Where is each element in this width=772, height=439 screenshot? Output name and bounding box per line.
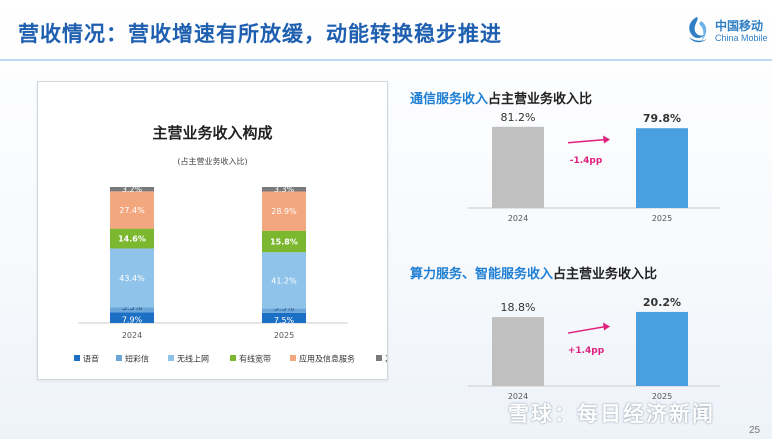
logo-text-cn: 中国移动	[715, 19, 764, 33]
legend-swatch	[376, 355, 382, 361]
revenue-composition-panel: 主营业务收入构成 (占主营业务收入比) 7.9%3.5%43.4%14.6%27…	[37, 81, 388, 380]
change-label: -1.4pp	[570, 156, 603, 166]
bar-segment	[262, 252, 306, 309]
telecom-share-title-rest: 占主营业务收入比	[488, 92, 593, 107]
legend-label: 无线上网	[177, 354, 209, 364]
bar	[636, 311, 688, 386]
legend-label: 短彩信	[125, 354, 149, 364]
legend-label: 有线宽带	[239, 354, 271, 364]
bar-segment	[110, 187, 154, 192]
bar-data-label: 14.6%	[118, 235, 146, 244]
compute-share-chart: 18.8% 2024 20.2% 2025 +1.4pp	[468, 296, 720, 401]
bar-data-label: 41.2%	[271, 276, 297, 285]
bar-segment	[262, 308, 306, 313]
bar-data-label: 20.2%	[643, 296, 681, 309]
bar-data-label: 3.2%	[122, 185, 143, 194]
change-arrow-shaft	[567, 325, 607, 334]
legend-label: 其他	[385, 354, 387, 364]
page-number: 25	[749, 425, 761, 436]
x-tick-label: 2025	[274, 331, 294, 340]
bar-segment	[262, 312, 306, 323]
china-mobile-logo: 中国移动 China Mobile	[683, 15, 768, 49]
bar-segment	[110, 307, 154, 313]
china-mobile-logo-icon	[689, 17, 707, 43]
change-arrow-shaft	[567, 138, 607, 144]
bar	[492, 126, 544, 208]
compute-share-title-rest: 占主营业务收入比	[553, 267, 658, 282]
x-tick-label: 2025	[652, 214, 672, 223]
bar	[636, 128, 688, 208]
bar-data-label: 18.8%	[501, 301, 536, 314]
telecom-share-chart: 81.2% 2024 79.8% 2025 -1.4pp	[468, 112, 720, 223]
bar-data-label: 15.8%	[270, 238, 298, 247]
x-tick-label: 2024	[508, 392, 528, 401]
x-tick-label: 2024	[508, 214, 528, 223]
bar-segment	[110, 248, 154, 308]
bar-segment	[110, 191, 154, 229]
bar-segment	[110, 228, 154, 249]
telecom-share-title-highlight: 通信服务收入	[410, 92, 489, 107]
compute-share-title: 算力服务、智能服务收入占主营业务收入比	[410, 263, 657, 282]
legend-label: 应用及信息服务	[299, 354, 355, 364]
legend-swatch	[230, 355, 236, 361]
bar-data-label: 81.2%	[501, 112, 536, 124]
bar-data-label: 28.9%	[271, 207, 297, 216]
change-arrow-head	[603, 322, 610, 331]
x-tick-label: 2025	[652, 392, 672, 401]
bar	[492, 317, 544, 386]
stacked-chart-title: 主营业务收入构成	[152, 124, 273, 142]
stacked-chart-subtitle: (占主营业务收入比)	[177, 157, 248, 166]
legend-swatch	[116, 355, 122, 361]
header-divider	[0, 59, 772, 61]
legend-label: 语音	[83, 354, 99, 364]
bar-data-label: 79.8%	[643, 112, 681, 125]
logo-text-en: China Mobile	[715, 33, 768, 43]
telecom-share-title: 通信服务收入占主营业务收入比	[410, 88, 592, 107]
change-arrow-head	[603, 135, 610, 144]
bar-segment	[262, 230, 306, 253]
bar-data-label: 7.9%	[122, 316, 143, 325]
stacked-bar-chart: 7.9%3.5%43.4%14.6%27.4%3.2%20247.5%3.3%4…	[74, 185, 387, 364]
legend-swatch	[74, 355, 80, 361]
bar-segment	[262, 187, 306, 192]
legend-swatch	[290, 355, 296, 361]
bar-data-label: 3.3%	[274, 185, 295, 194]
bar-data-label: 43.4%	[119, 274, 145, 283]
bar-data-label: 27.4%	[119, 206, 145, 215]
change-label: +1.4pp	[568, 346, 605, 356]
bar-data-label: 7.5%	[274, 316, 295, 325]
watermark: 雪球：每日经济新闻	[508, 402, 715, 426]
bar-segment	[110, 312, 154, 323]
bar-segment	[262, 191, 306, 231]
legend-swatch	[168, 355, 174, 361]
compute-share-title-highlight: 算力服务、智能服务收入	[410, 267, 554, 282]
x-tick-label: 2024	[122, 331, 142, 340]
page-title: 营收情况：营收增速有所放缓，动能转换稳步推进	[18, 22, 502, 46]
